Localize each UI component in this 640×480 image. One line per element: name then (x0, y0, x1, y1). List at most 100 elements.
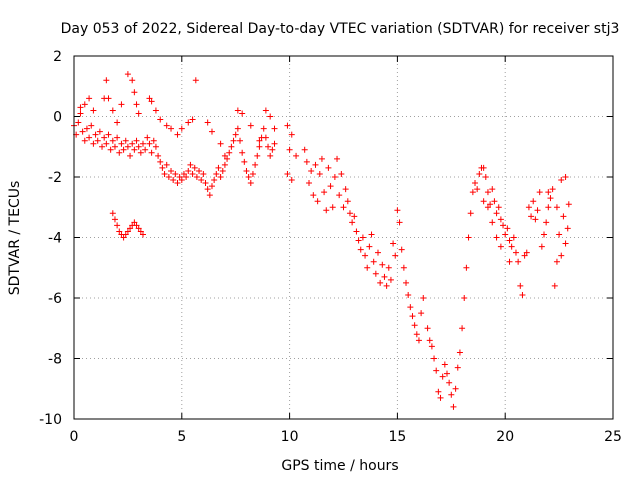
data-point (377, 279, 384, 286)
data-point (105, 95, 112, 102)
data-point (94, 137, 101, 144)
data-point (446, 379, 453, 386)
data-point (90, 107, 97, 114)
data-point (383, 282, 390, 289)
data-point (192, 77, 199, 84)
data-point (443, 370, 450, 377)
data-point (398, 246, 405, 253)
data-point (538, 243, 545, 250)
data-point (553, 204, 560, 211)
data-point (420, 295, 427, 301)
data-point (170, 177, 177, 184)
data-point (193, 174, 200, 180)
data-point (96, 128, 103, 135)
y-tick-label: 0 (53, 110, 62, 126)
data-point (271, 125, 278, 132)
data-point (178, 177, 185, 184)
data-point (541, 231, 548, 238)
data-point (517, 282, 524, 289)
data-point (267, 152, 274, 159)
data-point (114, 222, 121, 229)
data-point (224, 155, 231, 162)
data-point (293, 152, 300, 159)
data-point (476, 170, 483, 177)
data-point (426, 337, 433, 344)
chart-title: Day 053 of 2022, Sidereal Day-to-day VTE… (61, 21, 620, 37)
data-point (234, 125, 241, 132)
data-point (368, 231, 375, 238)
data-point (252, 161, 259, 168)
data-point (139, 140, 146, 147)
series-decline-13-5-16-5 (362, 207, 433, 344)
data-point (103, 140, 110, 147)
data-point (325, 164, 332, 171)
data-point (208, 128, 215, 135)
data-point (86, 134, 93, 141)
data-point (318, 155, 325, 162)
data-point (450, 403, 457, 410)
data-point (185, 119, 192, 126)
data-point (349, 219, 356, 226)
data-point (306, 180, 313, 187)
data-point (545, 189, 552, 196)
data-point (86, 95, 93, 102)
data-point (321, 189, 328, 196)
data-point (288, 131, 295, 138)
y-axis-label: SDTVAR / TECUs (7, 181, 23, 296)
data-point (357, 246, 364, 253)
data-point (353, 228, 360, 235)
data-point (139, 231, 146, 238)
data-point (99, 143, 106, 150)
data-point (172, 170, 179, 177)
data-point (288, 177, 295, 184)
data-point (217, 140, 224, 147)
data-point (564, 225, 571, 232)
data-point (265, 143, 272, 150)
data-point (111, 216, 118, 223)
data-point (131, 219, 138, 226)
data-point (150, 137, 157, 144)
data-point (146, 140, 153, 147)
data-point (148, 98, 155, 105)
series-final-segment (523, 174, 572, 289)
data-point (374, 249, 381, 256)
data-point (120, 146, 127, 153)
data-point (163, 161, 170, 168)
data-point (327, 183, 334, 190)
data-point (249, 170, 256, 177)
data-point (549, 186, 556, 193)
data-point (392, 252, 399, 259)
x-tick-labels: 0 5 10 15 20 25 (70, 429, 622, 445)
data-point (370, 258, 377, 265)
data-point (413, 331, 420, 338)
data-point (482, 174, 489, 180)
data-point (562, 240, 569, 247)
data-point (77, 110, 84, 117)
x-axis-label: GPS time / hours (281, 458, 398, 474)
data-point (465, 234, 472, 241)
data-point (495, 204, 502, 211)
data-point (355, 237, 362, 244)
data-point (459, 325, 466, 332)
data-point (262, 107, 269, 114)
data-point (124, 71, 131, 78)
data-point (254, 152, 261, 159)
data-point (407, 304, 414, 311)
data-point (221, 161, 228, 168)
data-point (157, 116, 164, 123)
series-main-trace (71, 110, 278, 199)
data-point (152, 143, 159, 150)
data-point (314, 198, 321, 205)
data-point (131, 89, 138, 96)
series-sparse-points (284, 122, 300, 184)
y-tick-labels: 2 0 -2 -4 -6 -8 -10 (39, 49, 62, 428)
data-point (79, 128, 86, 135)
data-point (344, 198, 351, 205)
data-point (545, 204, 552, 211)
data-points (71, 71, 572, 410)
data-point (124, 143, 131, 150)
data-point (137, 149, 144, 156)
data-point (342, 186, 349, 193)
data-point (493, 234, 500, 241)
data-point (556, 231, 563, 238)
